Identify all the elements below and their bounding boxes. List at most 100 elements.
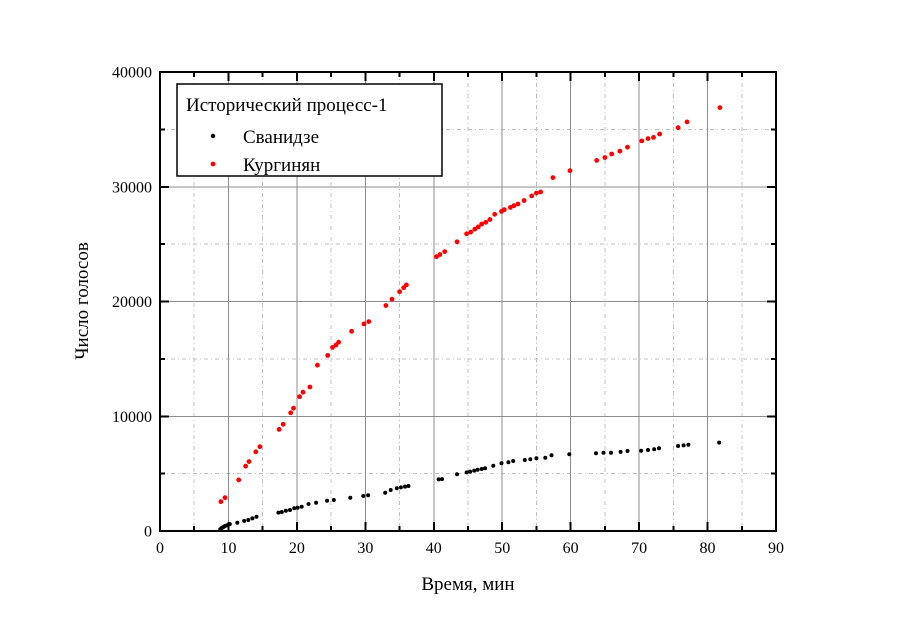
data-point bbox=[388, 488, 393, 492]
data-point bbox=[468, 469, 473, 474]
data-point bbox=[404, 282, 409, 288]
data-point bbox=[717, 105, 723, 110]
data-point bbox=[479, 221, 485, 227]
data-point bbox=[549, 453, 554, 458]
axis-ticks bbox=[160, 72, 776, 531]
data-point bbox=[483, 219, 489, 225]
data-point bbox=[617, 148, 623, 154]
data-point bbox=[325, 353, 331, 358]
x-axis-title: Время, мин bbox=[421, 574, 514, 595]
data-point bbox=[291, 405, 296, 411]
data-point bbox=[618, 449, 623, 454]
data-point bbox=[717, 440, 722, 445]
x-tick-label: 70 bbox=[631, 540, 647, 557]
data-point bbox=[288, 508, 292, 512]
data-point bbox=[528, 457, 533, 462]
data-point bbox=[454, 239, 460, 245]
data-point bbox=[440, 477, 444, 482]
data-point bbox=[479, 467, 484, 471]
data-point bbox=[681, 443, 686, 448]
data-point bbox=[602, 155, 608, 160]
data-point bbox=[506, 460, 511, 465]
data-point bbox=[657, 446, 661, 451]
data-point bbox=[383, 490, 388, 495]
data-point bbox=[236, 477, 242, 483]
y-tick-label: 0 bbox=[144, 524, 152, 541]
data-point bbox=[645, 136, 651, 142]
data-point bbox=[394, 486, 399, 491]
data-point bbox=[437, 252, 443, 257]
data-point bbox=[483, 466, 488, 471]
y-tick-labels: 0 10000 20000 30000 40000 bbox=[112, 65, 152, 541]
data-point bbox=[534, 456, 539, 461]
data-point bbox=[227, 522, 232, 527]
data-point bbox=[639, 138, 645, 144]
x-tick-label: 10 bbox=[220, 540, 236, 557]
data-point bbox=[550, 175, 556, 181]
x-tick-label: 20 bbox=[289, 540, 305, 557]
data-point bbox=[246, 459, 252, 464]
data-point bbox=[472, 468, 477, 473]
data-point bbox=[330, 345, 335, 350]
y-tick-label: 30000 bbox=[112, 179, 152, 196]
data-point bbox=[499, 461, 504, 466]
series-svanidze-points bbox=[218, 440, 722, 532]
x-tick-label: 60 bbox=[563, 540, 579, 557]
data-point bbox=[218, 499, 224, 505]
legend-label-kurginyan: Кургинян bbox=[243, 155, 320, 176]
data-point bbox=[279, 510, 284, 514]
data-point bbox=[651, 135, 656, 140]
data-point bbox=[567, 452, 572, 457]
data-point bbox=[652, 447, 657, 452]
data-point bbox=[511, 203, 517, 209]
data-point bbox=[254, 514, 259, 519]
data-point bbox=[567, 168, 573, 174]
series-kurginyan-points bbox=[218, 105, 723, 505]
data-point bbox=[511, 459, 516, 463]
legend-marker-svanidze-icon bbox=[210, 133, 216, 139]
data-point bbox=[442, 249, 448, 255]
data-point bbox=[538, 189, 543, 195]
data-point bbox=[646, 448, 650, 452]
data-point bbox=[406, 484, 411, 488]
data-point bbox=[348, 495, 353, 500]
data-point bbox=[468, 229, 474, 235]
data-point bbox=[686, 442, 691, 447]
data-point bbox=[594, 451, 598, 456]
data-point bbox=[300, 389, 306, 395]
data-point bbox=[515, 201, 521, 207]
data-point bbox=[475, 467, 480, 472]
data-point bbox=[250, 516, 255, 521]
data-point bbox=[253, 449, 259, 455]
y-tick-label: 20000 bbox=[112, 294, 152, 311]
x-tick-label: 80 bbox=[700, 540, 716, 557]
data-point bbox=[501, 207, 507, 213]
data-point bbox=[246, 518, 251, 522]
data-point bbox=[609, 151, 615, 157]
data-point bbox=[436, 477, 441, 482]
data-point bbox=[684, 119, 690, 125]
data-point bbox=[601, 450, 606, 455]
data-point bbox=[475, 224, 481, 230]
data-point bbox=[331, 498, 336, 502]
data-point bbox=[434, 254, 439, 260]
data-point bbox=[403, 484, 407, 489]
data-point bbox=[297, 394, 302, 400]
data-point bbox=[487, 217, 493, 222]
data-point bbox=[534, 190, 539, 196]
data-point bbox=[543, 455, 548, 460]
data-point bbox=[397, 289, 402, 295]
data-point bbox=[639, 448, 644, 453]
data-point bbox=[675, 125, 681, 131]
data-point bbox=[257, 444, 263, 450]
data-point bbox=[314, 500, 319, 505]
data-point bbox=[306, 502, 311, 506]
data-point bbox=[625, 449, 630, 453]
x-tick-label: 0 bbox=[156, 540, 164, 557]
data-point bbox=[529, 193, 535, 199]
data-point bbox=[276, 427, 282, 432]
data-point bbox=[325, 498, 329, 503]
data-point bbox=[283, 508, 288, 513]
legend-box bbox=[176, 83, 443, 177]
